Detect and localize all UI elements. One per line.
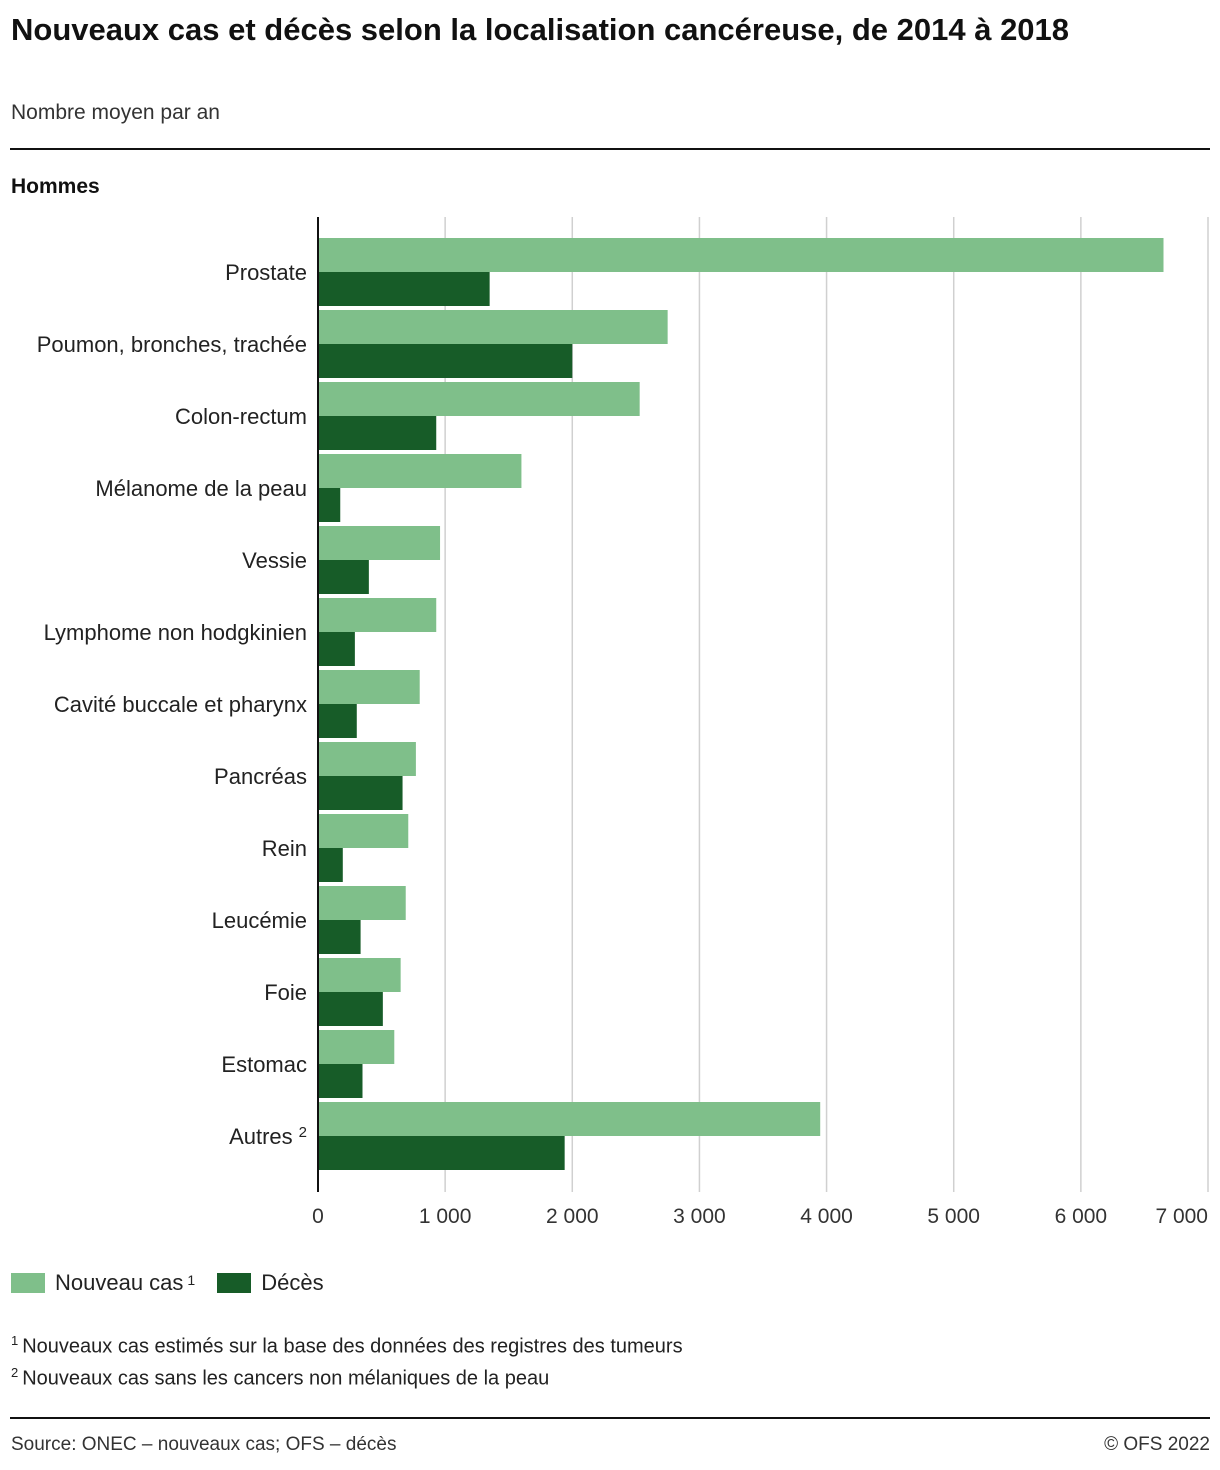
x-tick-label: 4 000	[800, 1205, 853, 1228]
footnote-2-mark: 2	[11, 1364, 19, 1380]
legend-footnote-mark: 1	[187, 1272, 196, 1288]
x-tick-labels: 0 1 000 2 000 3 000 4 000 5 000 6 000 7 000	[312, 1205, 1208, 1228]
category-label: Autres 2	[229, 1124, 307, 1149]
bar-new-cases	[318, 1030, 395, 1064]
bar-deaths	[318, 776, 403, 810]
footnote-1: 1 Nouveaux cas estimés sur la base des do…	[11, 1328, 683, 1360]
category-label: Estomac	[221, 1052, 307, 1077]
category-label: Lymphome non hodgkinien	[44, 620, 307, 645]
footnote-1-text: Nouveaux cas estimés sur la base des don…	[22, 1335, 683, 1358]
bar-deaths	[318, 272, 490, 306]
legend-label-new-cases: Nouveau cas	[55, 1270, 184, 1295]
bars	[318, 238, 1164, 1170]
bar-new-cases	[318, 526, 441, 560]
bar-deaths	[318, 992, 383, 1026]
bar-deaths	[318, 488, 341, 522]
gridlines	[444, 217, 1209, 1192]
bar-new-cases	[318, 742, 416, 776]
bar-new-cases	[318, 1102, 821, 1136]
x-tick-label: 3 000	[673, 1205, 726, 1228]
bar-new-cases	[318, 670, 420, 704]
x-tick-label: 5 000	[927, 1205, 980, 1228]
category-footnote-mark: 2	[299, 1124, 307, 1141]
bar-deaths	[318, 1136, 565, 1170]
bar-new-cases	[318, 310, 668, 344]
x-tick-label: 7 000	[1155, 1205, 1208, 1228]
x-tick-label: 1 000	[419, 1205, 472, 1228]
legend: Nouveau cas 1 Décès	[11, 1270, 346, 1296]
category-label: Vessie	[242, 548, 307, 573]
category-label: Rein	[262, 836, 307, 861]
bar-chart: Prostate Poumon, bronches, trachée Colon-r…	[37, 217, 1209, 1228]
legend-item-deaths: Décès	[217, 1270, 324, 1296]
chart-subtitle: Nombre moyen par an	[11, 101, 220, 124]
category-label: Poumon, bronches, trachée	[37, 332, 307, 357]
bar-deaths	[318, 848, 343, 882]
bar-new-cases	[318, 454, 522, 488]
category-label: Prostate	[225, 260, 307, 285]
bar-deaths	[318, 344, 573, 378]
category-label: Cavité buccale et pharynx	[54, 692, 307, 717]
bar-deaths	[318, 1064, 363, 1098]
footnote-1-mark: 1	[11, 1333, 19, 1348]
legend-label-deaths: Décès	[261, 1270, 324, 1295]
category-labels: Prostate Poumon, bronches, trachée Colon-r…	[37, 260, 307, 1149]
bar-deaths	[318, 704, 357, 738]
x-tick-label: 2 000	[546, 1205, 599, 1228]
bar-new-cases	[318, 238, 1164, 272]
legend-swatch-deaths	[217, 1273, 252, 1293]
x-tick-label: 6 000	[1055, 1205, 1108, 1228]
top-divider	[10, 148, 1210, 150]
chart-title: Nouveaux cas et décès selon la localisat…	[11, 12, 1070, 47]
copyright-text: © OFS 2022	[1104, 1434, 1210, 1455]
legend-swatch-new-cases	[11, 1273, 45, 1293]
bar-deaths	[318, 920, 361, 954]
footnotes: 1 Nouveaux cas estimés sur la base des do…	[11, 1328, 683, 1391]
category-label: Leucémie	[212, 908, 307, 933]
bottom-divider	[10, 1417, 1210, 1419]
bar-deaths	[318, 560, 369, 594]
x-tick-label: 0	[312, 1205, 324, 1228]
source-text: Source: ONEC – nouveaux cas; OFS – décès	[11, 1434, 397, 1455]
footnote-2-text: Nouveaux cas sans les cancers non mélani…	[22, 1367, 550, 1390]
footnote-2: 2 Nouveaux cas sans les cancers non mélan…	[11, 1360, 683, 1392]
panel-label: Hommes	[11, 175, 100, 198]
bar-new-cases	[318, 886, 406, 920]
category-label: Colon-rectum	[175, 404, 307, 429]
bar-new-cases	[318, 382, 640, 416]
category-label: Pancréas	[214, 764, 307, 789]
legend-item-new-cases: Nouveau cas 1	[11, 1270, 195, 1296]
category-label: Mélanome de la peau	[95, 476, 307, 501]
category-label: Foie	[264, 980, 307, 1005]
bar-new-cases	[318, 814, 409, 848]
bar-deaths	[318, 416, 437, 450]
bar-new-cases	[318, 598, 437, 632]
bar-deaths	[318, 632, 355, 666]
bar-new-cases	[318, 958, 401, 992]
